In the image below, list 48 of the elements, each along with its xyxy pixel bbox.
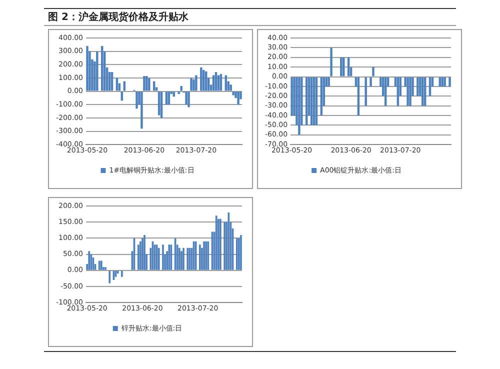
bar	[328, 77, 330, 86]
chart-title: 图 2：沪金属现货价格及升贴水	[48, 10, 190, 25]
bar	[372, 67, 374, 76]
bar	[298, 77, 300, 135]
bar	[424, 77, 426, 106]
bar	[200, 67, 202, 91]
bar	[396, 77, 400, 106]
bar	[232, 92, 234, 96]
bar	[217, 75, 220, 91]
bar	[188, 92, 190, 108]
bar	[444, 77, 446, 86]
bar	[185, 92, 188, 105]
bar	[204, 71, 208, 91]
bar	[340, 57, 342, 76]
bar	[237, 92, 240, 105]
bar	[406, 77, 409, 106]
bar	[108, 72, 111, 91]
bar	[212, 75, 215, 91]
bar	[148, 78, 150, 91]
bar	[370, 77, 372, 86]
bar	[96, 51, 98, 91]
bar	[158, 92, 160, 116]
bar	[347, 57, 350, 76]
bar	[116, 78, 118, 91]
bar	[448, 77, 451, 86]
bar	[136, 92, 138, 109]
bar	[101, 46, 104, 91]
bar	[202, 70, 205, 91]
bar	[409, 77, 412, 106]
bar	[230, 84, 232, 91]
bar	[342, 57, 345, 76]
bar	[146, 76, 148, 91]
bar	[143, 76, 146, 91]
bar	[195, 75, 198, 91]
bar	[416, 77, 419, 96]
bar	[384, 77, 387, 106]
bar	[110, 72, 114, 91]
bar	[190, 78, 192, 91]
bar	[214, 72, 218, 91]
bar	[220, 74, 222, 91]
bar	[422, 77, 424, 106]
bar	[140, 92, 143, 129]
bar	[224, 75, 228, 91]
bar	[192, 79, 195, 91]
bar	[86, 46, 88, 91]
bar	[364, 77, 367, 106]
bar	[330, 48, 332, 76]
bar	[180, 86, 182, 91]
